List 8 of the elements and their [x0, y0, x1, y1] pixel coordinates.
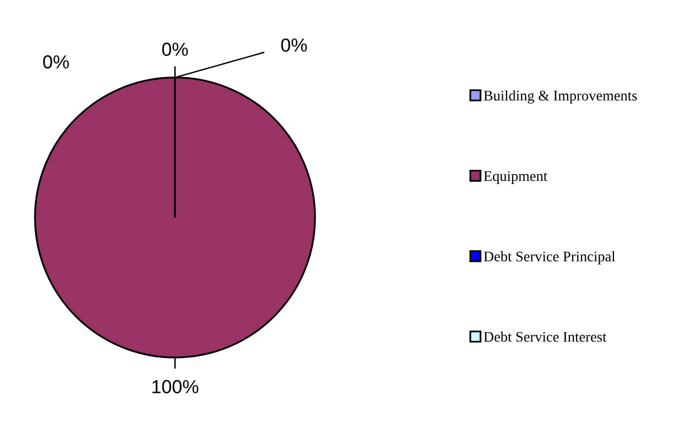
- text: 0%: [162, 42, 188, 56]
- text: 0%: [43, 55, 69, 69]
- text: 0%: [281, 38, 307, 52]
- data-label: 100%: [152, 380, 198, 394]
- legend-label: Building & Improvements: [484, 90, 637, 104]
- legend-label: Equipment: [484, 171, 548, 184]
- legend-label: Debt Service Interest: [484, 332, 606, 342]
- legend-label: Debt Service Principal: [484, 251, 616, 264]
